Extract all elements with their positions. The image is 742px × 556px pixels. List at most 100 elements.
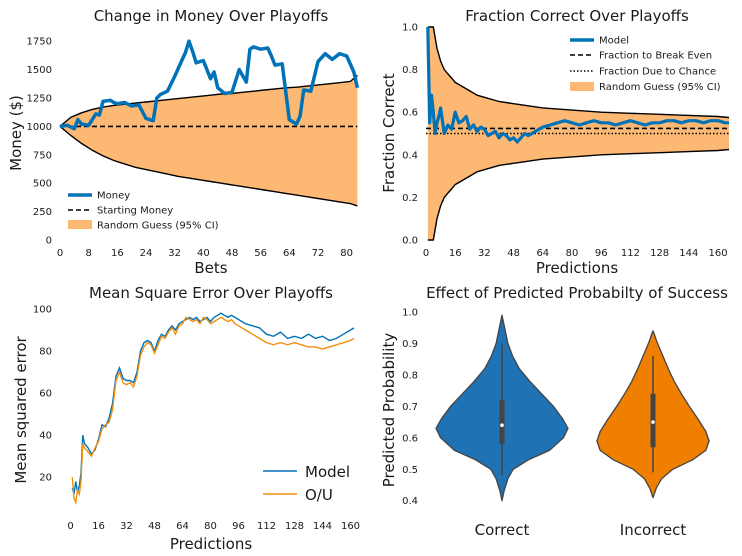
x-tick-label: 160 [709,248,728,259]
legend-label-band: Random Guess (95% CI) [599,82,721,93]
y-tick-label: 1.0 [402,308,418,319]
legend-swatch-band [68,220,92,229]
y-tick-label: 0.6 [402,108,418,119]
y-tick-label: 1500 [27,65,52,76]
y-tick-label: 1.0 [402,23,418,34]
y-tick-label: 750 [33,150,52,161]
legend-label-band: Random Guess (95% CI) [97,221,219,232]
money-chart-ticks: 0 8 16 24 32 40 48 56 64 72 80 0 250 500 750 1000 1250 15… [27,37,353,259]
x-tick-label: 16 [92,521,105,532]
x-tick-label: 0 [423,248,429,259]
y-tick-label: 0.4 [402,496,418,507]
x-tick-label: 96 [595,248,608,259]
y-tick-label: 0.8 [402,65,418,76]
x-tick-label: 56 [254,248,267,259]
y-tick-label: 100 [33,305,52,316]
x-tick-label: 96 [232,521,245,532]
y-tick-label: 250 [33,207,52,218]
x-tick-label: 64 [536,248,549,259]
x-tick-label: 160 [341,521,360,532]
mse-chart: Mean Square Error Over Playoffs Predicti… [12,284,360,553]
x-tick-label: 0 [57,248,63,259]
money-series-line [59,39,360,131]
x-tick-label: 72 [312,248,325,259]
category-label: Correct [475,521,530,539]
legend-label-money: Money [97,191,130,202]
money-chart-title: Change in Money Over Playoffs [94,7,329,25]
money-chart: Change in Money Over Playoffs Bets Money… [7,7,360,277]
x-tick-label: 32 [168,248,181,259]
x-tick-label: 64 [283,248,296,259]
x-tick-label: 24 [140,248,153,259]
mse-chart-ticks: 0 16 32 48 64 80 96 112 128 144 160 20 40 60 80 100 [33,305,360,533]
money-chart-xlabel: Bets [194,259,227,277]
x-tick-label: 48 [507,248,520,259]
money-chart-legend: Money Starting Money Random Guess (95% CI) [68,191,219,232]
x-tick-label: 144 [679,248,698,259]
y-tick-label: 20 [39,473,52,484]
model-series-line [71,312,355,495]
violin-median [651,420,655,424]
mse-chart-legend: Model O/U [263,463,350,504]
x-tick-label: 128 [285,521,304,532]
x-tick-label: 48 [148,521,161,532]
legend-label-starting-money: Starting Money [97,206,173,217]
y-tick-label: 0.8 [402,370,418,381]
violin-chart-ticks: 0.4 0.5 0.6 0.7 0.8 0.9 1.0 [402,308,418,508]
random-guess-band [60,75,358,206]
y-tick-label: 0.4 [402,150,418,161]
x-tick-label: 144 [313,521,332,532]
y-tick-label: 40 [39,431,52,442]
x-tick-label: 48 [226,248,239,259]
x-tick-label: 112 [257,521,276,532]
legend-swatch-band [570,82,594,91]
legend-label-break-even: Fraction to Break Even [599,51,712,62]
legend-label-ou: O/U [305,486,333,504]
y-tick-label: 60 [39,389,52,400]
violin-median [500,423,504,428]
y-tick-label: 1000 [27,122,52,133]
money-chart-marks [59,39,360,207]
y-tick-label: 0.7 [402,402,418,413]
legend-label-model: Model [599,36,629,47]
legend-label-model: Model [305,463,350,481]
y-tick-label: 0.0 [402,236,418,247]
x-tick-label: 32 [120,521,133,532]
y-tick-label: 0.6 [402,433,418,444]
mse-chart-xlabel: Predictions [170,535,253,553]
x-tick-label: 8 [85,248,91,259]
fraction-chart-xlabel: Predictions [536,259,619,277]
x-tick-label: 64 [176,521,189,532]
fraction-chart-ylabel: Fraction Correct [380,73,398,193]
y-tick-label: 0.5 [402,465,418,476]
money-chart-ylabel: Money ($) [7,95,25,171]
y-tick-label: 80 [39,347,52,358]
mse-chart-ylabel: Mean squared error [12,335,30,483]
x-tick-label: 128 [650,248,669,259]
violin-chart-title: Effect of Predicted Probabilty of Succes… [426,284,728,302]
fraction-chart-ticks: 0 16 32 48 64 80 96 112 128 144 160 0.0 0.2 0.4 0.6 0.8… [402,23,728,260]
violin-chart-marks: Correct Incorrect [435,314,710,539]
y-tick-label: 0.9 [402,339,418,350]
y-tick-label: 1250 [27,94,52,105]
band-upper-edge [427,26,730,119]
category-label: Incorrect [620,521,687,539]
x-tick-label: 16 [111,248,124,259]
y-tick-label: 1750 [27,37,52,48]
model-series-line [426,26,729,144]
y-tick-label: 0.2 [402,193,418,204]
mse-chart-title: Mean Square Error Over Playoffs [89,284,333,302]
fraction-chart-marks [426,26,730,241]
x-tick-label: 112 [621,248,640,259]
y-tick-label: 500 [33,179,52,190]
fraction-chart-title: Fraction Correct Over Playoffs [465,7,689,25]
mse-chart-marks [71,312,355,506]
x-tick-label: 80 [566,248,579,259]
fraction-chart: Fraction Correct Over Playoffs Predictio… [380,7,730,277]
x-tick-label: 0 [67,521,73,532]
random-guess-band [427,27,729,240]
band-lower-edge [59,125,358,207]
band-lower-edge [427,148,730,241]
violin-chart-ylabel: Predicted Probability [380,333,398,488]
